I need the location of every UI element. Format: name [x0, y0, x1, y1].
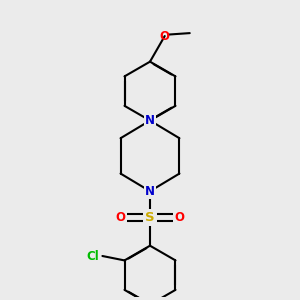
Text: N: N	[145, 114, 155, 127]
Text: O: O	[116, 211, 126, 224]
Text: Cl: Cl	[87, 250, 100, 262]
Text: O: O	[160, 29, 170, 43]
Text: S: S	[145, 211, 155, 224]
Text: O: O	[174, 211, 184, 224]
Text: N: N	[145, 185, 155, 198]
